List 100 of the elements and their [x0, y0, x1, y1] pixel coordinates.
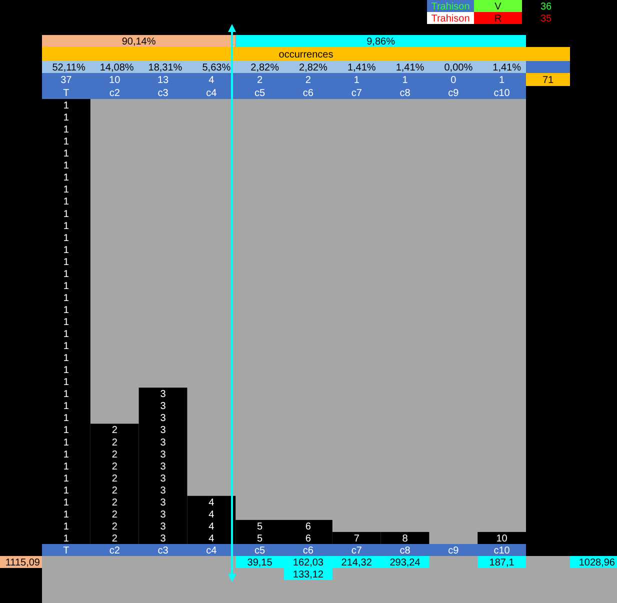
- text: 3: [160, 509, 166, 520]
- text: 1: [63, 329, 69, 340]
- category-label: c2: [109, 546, 120, 556]
- data-label: 4: [208, 75, 215, 86]
- text: 214,32: [341, 558, 372, 568]
- text: 2: [112, 473, 118, 484]
- x-tick-label: c2: [109, 88, 120, 99]
- text: 1,41%: [492, 62, 522, 74]
- text: 1: [63, 196, 69, 208]
- text: 1,41%: [347, 62, 376, 74]
- text: 1: [63, 268, 69, 280]
- bar: [478, 532, 526, 544]
- text: 1: [63, 124, 69, 136]
- text: 4: [208, 509, 214, 520]
- text: 1: [63, 353, 69, 364]
- data-label: 13: [157, 75, 169, 86]
- text: 90,14%: [122, 36, 156, 48]
- x-tick-label: c5: [254, 88, 266, 99]
- annotation: 1: [63, 533, 70, 544]
- text: 2: [112, 449, 118, 460]
- text: 2: [112, 425, 118, 436]
- text: 1: [63, 497, 69, 508]
- text: 133,12: [292, 570, 324, 580]
- text: 36: [540, 2, 552, 12]
- text: 1: [63, 473, 69, 484]
- text: 6: [305, 521, 311, 532]
- text: 3: [160, 437, 166, 448]
- text: 1: [63, 112, 69, 124]
- text: 71: [542, 75, 554, 86]
- text: 35: [540, 14, 552, 24]
- annotation: 8: [402, 533, 408, 544]
- text: 1: [63, 160, 69, 172]
- text: 1: [63, 509, 69, 520]
- category-label: c7: [351, 546, 362, 556]
- text: 1: [63, 341, 69, 352]
- text: 1: [63, 148, 69, 160]
- text: 162,03: [292, 558, 324, 568]
- category-label: c10: [494, 546, 510, 556]
- text: Trahison: [431, 2, 470, 12]
- text: 3: [160, 497, 166, 508]
- text: 293,24: [390, 558, 421, 568]
- text: 52,11%: [52, 62, 86, 74]
- annotation: 10: [496, 533, 508, 544]
- category-label: c3: [158, 546, 168, 556]
- text: R: [494, 14, 502, 24]
- category-label: T: [63, 546, 70, 556]
- text: 1,41%: [396, 62, 424, 74]
- category-label: c9: [448, 546, 459, 556]
- text: 2: [112, 521, 118, 532]
- text: 1: [63, 437, 69, 448]
- text: 18,31%: [148, 62, 182, 74]
- text: 1028,96: [578, 558, 616, 568]
- data-label: 2: [257, 75, 264, 86]
- annotation: 2: [112, 533, 118, 544]
- text: 3: [160, 449, 166, 460]
- text: 1: [63, 220, 69, 232]
- text: 1: [63, 461, 69, 472]
- text: 1: [63, 136, 69, 148]
- text: 5: [257, 521, 263, 532]
- data-label: 37: [60, 75, 72, 86]
- x-tick-label: c10: [494, 88, 510, 99]
- text: 0,00%: [444, 62, 473, 74]
- category-label: c4: [206, 546, 217, 556]
- data-label: 1: [499, 75, 506, 86]
- category-label: c8: [400, 546, 410, 556]
- text: 2: [112, 437, 118, 448]
- category-label: c6: [302, 546, 314, 556]
- annotation: 5: [257, 533, 264, 544]
- chart-title: occurrences: [278, 50, 334, 60]
- text: 1: [63, 304, 69, 316]
- text: 187,1: [489, 558, 515, 568]
- text: 2,82%: [250, 62, 280, 74]
- text: 2: [112, 509, 118, 520]
- text: 9,86%: [366, 36, 396, 48]
- text: 1: [63, 317, 69, 328]
- text: 3: [160, 473, 166, 484]
- annotation: 6: [305, 533, 312, 544]
- text: 2: [112, 485, 118, 496]
- data-label: 1: [354, 75, 360, 86]
- text: 1: [63, 521, 69, 532]
- x-tick-label: c4: [206, 88, 218, 99]
- text: 1: [63, 449, 69, 460]
- x-tick-label: c7: [351, 88, 362, 99]
- text: 1: [63, 425, 69, 436]
- text: 1: [63, 413, 69, 424]
- x-tick-label: T: [63, 88, 70, 99]
- text: 1: [63, 232, 69, 244]
- text: 4: [208, 497, 214, 508]
- text: 1: [63, 280, 69, 292]
- x-tick-label: c6: [302, 88, 314, 99]
- text: 1: [63, 377, 69, 388]
- x-tick-label: c3: [158, 88, 169, 99]
- annotation: 7: [354, 533, 360, 544]
- annotation: 4: [208, 533, 215, 544]
- text: 3: [160, 521, 166, 532]
- text: 3: [160, 425, 166, 436]
- text: 1: [63, 389, 69, 400]
- data-label: 2: [305, 75, 312, 86]
- text: 4: [208, 521, 214, 532]
- text: 5,63%: [202, 62, 231, 74]
